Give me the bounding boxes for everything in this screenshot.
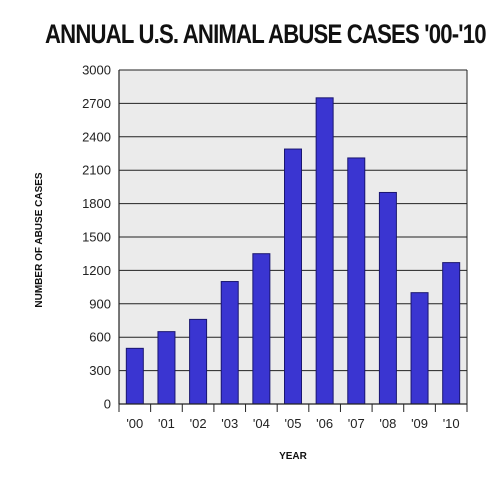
bar	[157, 331, 176, 405]
y-tick-label: 300	[89, 363, 111, 378]
x-tick-labels: '00 '01 '02 '03 '04 '05 '06 '07 '08 '09 '10	[126, 416, 459, 431]
y-tick-label: 1500	[82, 230, 111, 245]
x-tick-label: '10	[443, 416, 460, 431]
x-tick-label: '05	[285, 416, 302, 431]
x-tick-label: '06	[316, 416, 333, 431]
bar	[125, 347, 144, 405]
bar	[378, 191, 397, 405]
bar	[189, 318, 208, 405]
bar	[220, 281, 239, 405]
x-tick-label: '04	[253, 416, 270, 431]
y-tick-label: 2700	[82, 96, 111, 111]
bar	[442, 262, 461, 405]
y-tick-label: 900	[89, 296, 111, 311]
bar	[315, 97, 334, 405]
x-tick-label: '07	[348, 416, 365, 431]
bar	[347, 157, 366, 405]
y-tick-label: 600	[89, 330, 111, 345]
x-axis-title: YEAR	[279, 451, 308, 462]
chart-title: ANNUAL U.S. ANIMAL ABUSE CASES '00-'10	[45, 19, 487, 49]
bar	[410, 292, 429, 405]
x-tick-label: '01	[158, 416, 175, 431]
y-tick-labels: 0 300 600 900 1200 1500 1800 2100 2400 2700 3000	[82, 63, 111, 412]
y-tick-label: 0	[104, 397, 111, 412]
x-tick-label: '08	[379, 416, 396, 431]
bar	[252, 253, 271, 405]
axes	[118, 70, 468, 412]
x-tick-label: '09	[411, 416, 428, 431]
x-tick-label: '00	[126, 416, 143, 431]
y-axis-title: NUMBER OF ABUSE CASES	[34, 172, 45, 308]
y-tick-label: 1800	[82, 196, 111, 211]
y-tick-label: 2400	[82, 129, 111, 144]
y-tick-label: 3000	[82, 63, 111, 78]
y-tick-label: 2100	[82, 163, 111, 178]
bar	[284, 148, 302, 405]
x-tick-label: '03	[221, 416, 238, 431]
y-tick-label: 1200	[82, 263, 111, 278]
x-tick-label: '02	[190, 416, 207, 431]
